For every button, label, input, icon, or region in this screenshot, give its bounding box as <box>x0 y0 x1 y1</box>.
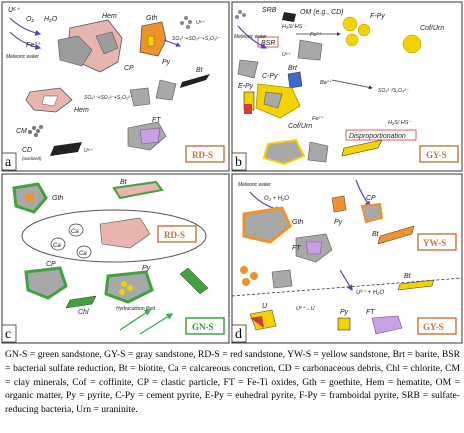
svg-text:RD-S: RD-S <box>164 230 185 240</box>
diagenetic-model-figure: U⁶⁺ O₂ H₂O Fe³⁺ Meteoric water Hem CP Gt… <box>1 1 463 344</box>
label-so4: SO₄²⁻+SO₃²⁻+S₂O₃²⁻ <box>172 36 221 42</box>
rock-type-box-b <box>419 145 459 163</box>
svg-text:RD-S: RD-S <box>192 150 213 160</box>
svg-text:Disproportionation: Disproportionation <box>349 133 406 140</box>
panel-letter-d: d <box>235 327 242 342</box>
label-srb: SRB <box>262 7 277 14</box>
svg-text:Bt: Bt <box>404 273 412 280</box>
svg-text:H₂S/ HS⁻: H₂S/ HS⁻ <box>282 24 306 30</box>
svg-text:Fe²⁺: Fe²⁺ <box>310 32 322 38</box>
svg-text:C-Py: C-Py <box>262 73 278 80</box>
panel-d: Meteoric water O₂ + H₂O Gth Py CP Bt YW-… <box>231 173 463 344</box>
svg-text:Gth: Gth <box>52 195 63 202</box>
svg-text:U⁶⁺: U⁶⁺ <box>196 20 205 26</box>
svg-text:U⁶⁺→U: U⁶⁺→U <box>296 305 315 312</box>
svg-text:U⁶⁺: U⁶⁺ <box>282 52 291 58</box>
rock-type-box-c <box>185 317 225 335</box>
panel-b: SRB OM (e.g., CD) H₂S/ HS⁻ BSR Fe²⁺ U⁶⁺ … <box>231 1 463 172</box>
label-fe: Fe³⁺ <box>26 42 42 49</box>
panel-c: Gth Bt Ca Ca Ca RD-S CP Py Chl Hydrocarb… <box>1 173 230 344</box>
svg-text:CP: CP <box>46 261 56 268</box>
label-u6: U⁶⁺ <box>8 7 21 14</box>
svg-text:Bt: Bt <box>372 231 380 238</box>
label-gth: Gth <box>146 15 157 22</box>
svg-text:SO₄²⁻+SO₃²⁻+S₂O₃²⁻: SO₄²⁻+SO₃²⁻+S₂O₃²⁻ <box>84 95 133 101</box>
label-cd: CD <box>22 147 32 154</box>
panel-letter-a: a <box>5 155 12 170</box>
svg-text:Cof/Urn: Cof/Urn <box>288 123 312 130</box>
svg-text:GN-S: GN-S <box>192 322 214 332</box>
svg-text:SO₄²⁻/S₂O₃²⁻: SO₄²⁻/S₂O₃²⁻ <box>378 88 409 94</box>
svg-text:Gth: Gth <box>292 219 303 226</box>
label-om: OM (e.g., CD) <box>300 9 344 16</box>
svg-text:U⁶⁺ + H₂O: U⁶⁺ + H₂O <box>356 289 384 296</box>
svg-text:Py: Py <box>334 219 343 226</box>
bsr-box <box>257 36 279 48</box>
svg-text:GY-S: GY-S <box>426 150 447 160</box>
svg-text:Hydrocarbon fluid: Hydrocarbon fluid <box>116 306 155 312</box>
label-cm: CM <box>16 128 27 135</box>
svg-text:Py: Py <box>142 265 151 272</box>
svg-text:(oxidized): (oxidized) <box>22 156 42 161</box>
label-o2: O₂ <box>26 16 34 23</box>
svg-text:Ba²⁺: Ba²⁺ <box>320 80 333 86</box>
svg-text:BSR: BSR <box>261 40 275 47</box>
svg-text:Brt: Brt <box>288 65 298 72</box>
rock-type-box-d <box>417 317 457 335</box>
panel-letter-b: b <box>235 155 242 170</box>
svg-text:E-Py: E-Py <box>238 83 254 90</box>
svg-text:Meteoric water: Meteoric water <box>238 182 271 188</box>
label-h2o: H₂O <box>44 16 58 23</box>
rock-type-box-a <box>185 145 225 163</box>
svg-text:O₂ + H₂O: O₂ + H₂O <box>264 196 289 202</box>
panel-a: U⁶⁺ O₂ H₂O Fe³⁺ Meteoric water Hem CP Gt… <box>1 1 230 172</box>
framboidal-pyrite <box>342 16 371 47</box>
svg-text:Ca: Ca <box>79 251 87 257</box>
svg-text:Ca: Ca <box>53 243 61 249</box>
svg-text:Bt: Bt <box>120 179 128 186</box>
svg-text:Cof/Urn: Cof/Urn <box>420 25 444 32</box>
biotite-flake <box>180 74 210 88</box>
label-cp: CP <box>124 65 134 72</box>
svg-text:Chl: Chl <box>78 309 89 316</box>
barite-grain <box>287 71 303 89</box>
clay-minerals <box>28 125 43 137</box>
svg-text:FT: FT <box>292 245 301 252</box>
label-hem2: Hem <box>74 107 89 114</box>
svg-text:U⁶⁺: U⁶⁺ <box>84 148 93 154</box>
svg-text:FT: FT <box>366 309 375 316</box>
clastic-particle <box>57 35 93 67</box>
svg-text:CP: CP <box>366 195 376 202</box>
label-meteoric: Meteoric water <box>6 54 39 60</box>
svg-text:U: U <box>262 303 268 310</box>
label-hem: Hem <box>102 13 117 20</box>
svg-text:Py: Py <box>340 309 349 316</box>
figure-caption: GN-S = green sandstone, GY-S = gray sand… <box>5 349 460 416</box>
panel-letter-c: c <box>5 327 11 342</box>
label-py: Py <box>162 59 171 66</box>
label-ft: FT <box>152 117 161 124</box>
svg-text:Meteoric water: Meteoric water <box>234 34 267 40</box>
carbonaceous-debris <box>50 142 82 156</box>
svg-text:GY-S: GY-S <box>423 322 444 332</box>
svg-text:F-Py: F-Py <box>370 13 385 20</box>
svg-text:Fe²⁺: Fe²⁺ <box>312 116 324 122</box>
svg-text:YW-S: YW-S <box>423 238 446 248</box>
uranium-cluster <box>180 16 192 29</box>
svg-text:Ca: Ca <box>71 229 79 235</box>
label-bt: Bt <box>196 67 204 74</box>
svg-text:H₂S/ HS⁻: H₂S/ HS⁻ <box>388 120 412 126</box>
